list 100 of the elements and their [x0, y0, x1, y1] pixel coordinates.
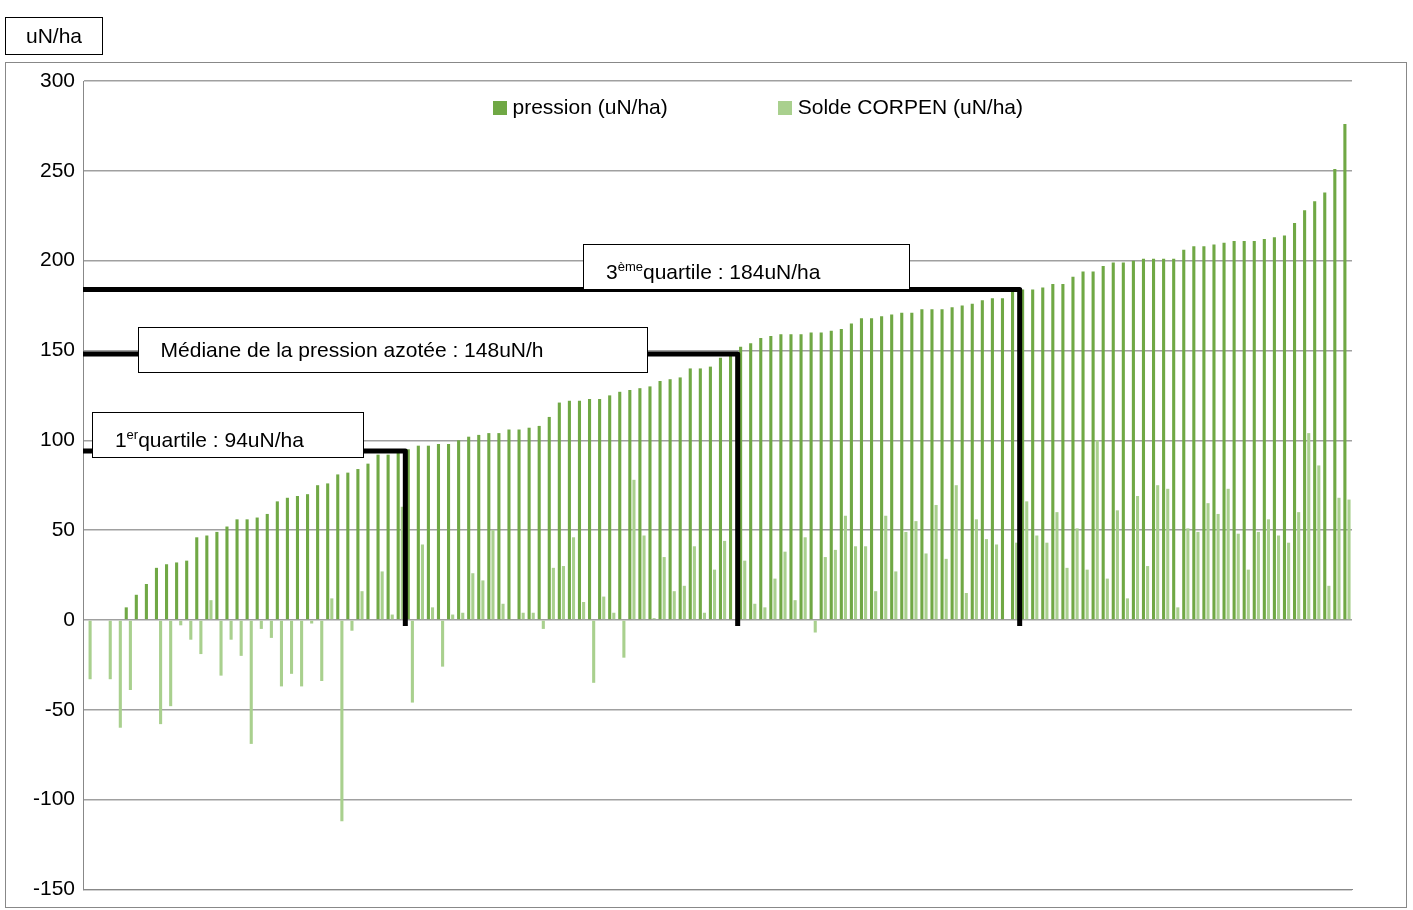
bar: [1343, 124, 1347, 620]
bar: [336, 474, 340, 620]
bar: [763, 607, 767, 620]
bar: [1307, 433, 1311, 620]
bar: [869, 318, 874, 620]
bar: [169, 620, 173, 707]
bar: [980, 300, 984, 620]
bar: [1182, 249, 1186, 620]
bar: [195, 537, 199, 620]
bar: [128, 620, 132, 690]
bar: [561, 566, 566, 620]
bar: [497, 433, 501, 620]
bar: [668, 379, 672, 620]
bar: [914, 521, 918, 620]
bar: [1075, 528, 1079, 620]
bar: [1202, 246, 1206, 620]
bar: [598, 398, 602, 620]
bar: [970, 303, 974, 620]
bar: [1051, 284, 1055, 620]
bar: [229, 620, 233, 640]
y-tick-label: 150: [39, 337, 75, 361]
bar: [954, 485, 958, 620]
bar: [1303, 210, 1307, 620]
bar: [803, 537, 807, 620]
bar: [839, 328, 843, 620]
bar: [678, 377, 682, 620]
y-tick-label: 0: [63, 606, 75, 630]
bar: [1262, 239, 1266, 620]
bar: [712, 569, 717, 620]
bar: [1272, 237, 1276, 620]
bar: [769, 336, 773, 620]
bar: [658, 381, 662, 620]
bar: [567, 400, 571, 620]
bar: [632, 479, 636, 620]
bar: [491, 530, 495, 620]
bar: [124, 607, 128, 620]
bar: [638, 388, 642, 620]
bar: [1125, 598, 1130, 620]
bar: [924, 553, 928, 620]
bar: [1135, 495, 1140, 620]
bar: [1101, 266, 1105, 620]
bar: [809, 332, 813, 620]
bar: [209, 600, 213, 620]
bar: [1081, 271, 1085, 620]
bar: [175, 562, 179, 620]
bar: [974, 519, 978, 620]
bar: [1226, 488, 1230, 620]
legend-label: Solde CORPEN (uN/ha): [797, 95, 1023, 118]
bar: [1313, 201, 1317, 620]
bar: [189, 620, 193, 640]
bar: [1232, 240, 1236, 620]
bar: [330, 598, 334, 620]
bar: [1252, 240, 1256, 620]
bar: [1162, 258, 1166, 620]
bar: [1095, 440, 1099, 620]
bar: [1276, 535, 1281, 620]
bar: [295, 495, 300, 620]
bar: [1176, 607, 1180, 620]
y-tick-label: -100: [32, 786, 75, 810]
bar: [612, 612, 616, 620]
bar: [642, 535, 646, 620]
bar: [1025, 501, 1029, 620]
bar: [185, 560, 189, 620]
bar: [789, 334, 793, 620]
bar: [300, 620, 304, 687]
bar: [749, 343, 753, 620]
bar: [320, 620, 324, 682]
bar: [1065, 567, 1069, 620]
bar: [608, 395, 612, 620]
bar: [864, 546, 868, 620]
bar: [457, 440, 461, 620]
bar: [692, 546, 696, 620]
bar: [702, 612, 707, 620]
bar: [501, 603, 505, 620]
bar: [380, 571, 384, 620]
bar: [360, 591, 364, 620]
bar: [1196, 531, 1200, 620]
bar: [1045, 542, 1049, 620]
bar: [622, 620, 626, 658]
bar: [547, 416, 551, 620]
bar: [592, 620, 596, 683]
bar: [759, 337, 763, 620]
bar: [960, 305, 964, 620]
bar: [285, 497, 289, 620]
bar: [884, 515, 888, 620]
bar: [698, 368, 702, 620]
bar: [430, 607, 435, 620]
bar: [984, 539, 989, 620]
bar: [880, 316, 884, 620]
bar: [1115, 510, 1119, 620]
bar: [557, 402, 561, 620]
bar: [990, 298, 994, 620]
bar: [164, 564, 169, 620]
bar: [88, 620, 92, 680]
bar: [723, 540, 727, 620]
bar: [159, 620, 163, 725]
bar: [1151, 258, 1156, 620]
bar: [904, 531, 908, 620]
bar: [672, 591, 676, 620]
bar: [1091, 271, 1095, 620]
